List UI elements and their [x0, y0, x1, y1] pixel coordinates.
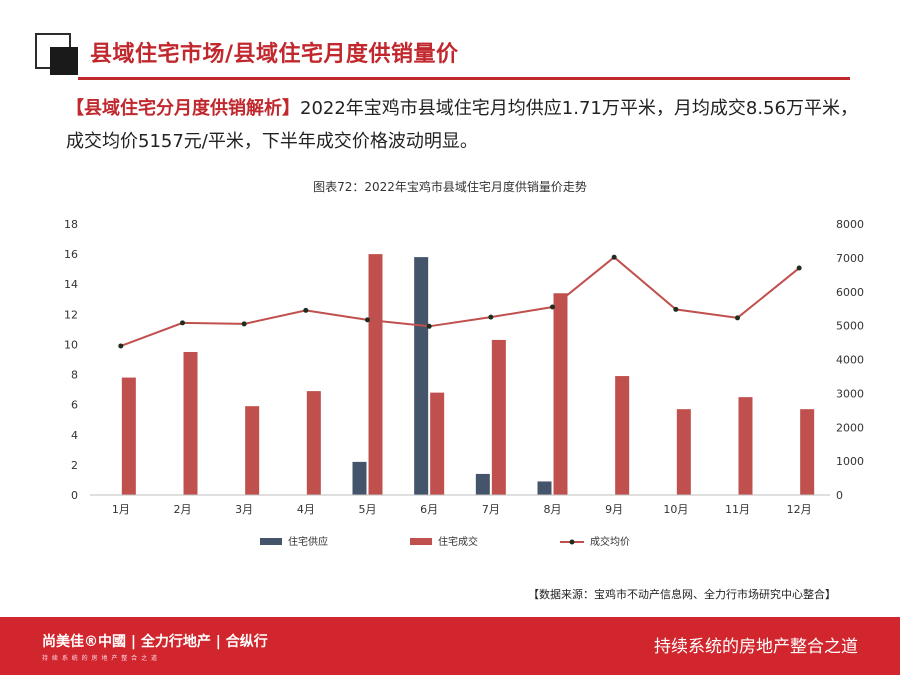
legend-label-sales: 住宅成交 — [438, 535, 478, 548]
bars — [121, 254, 815, 495]
right-axis-tick-label: 8000 — [836, 218, 864, 231]
bar-sales — [738, 397, 753, 495]
footer-brand-subtitle: 持 续 系 统 的 房 地 产 整 合 之 道 — [42, 655, 158, 662]
x-axis-tick-label: 8月 — [544, 503, 562, 516]
price-point — [673, 306, 679, 312]
right-axis-tick-label: 0 — [836, 489, 843, 502]
bar-sales — [430, 392, 445, 495]
legend-swatch-sales — [410, 538, 432, 545]
x-axis: 1月 2月 3月 4月 5月 6月 7月 8月 9月 10月 11月 12月 — [90, 494, 830, 516]
right-axis-tick-label: 3000 — [836, 387, 864, 400]
price-point — [426, 323, 432, 329]
x-axis-tick-label: 2月 — [174, 503, 192, 516]
right-axis-tick-label: 2000 — [836, 421, 864, 434]
footer-slogan: 持续系统的房地产整合之道 — [654, 637, 858, 657]
price-point — [241, 321, 247, 327]
left-axis-tick-label: 8 — [71, 369, 78, 382]
bar-sales — [306, 391, 321, 495]
left-axis-tick-label: 12 — [64, 308, 78, 321]
legend-label-price: 成交均价 — [590, 535, 630, 548]
bar-sales — [800, 409, 815, 495]
bar-sales — [121, 377, 136, 495]
legend-marker-price — [569, 539, 575, 545]
bar-sales — [245, 406, 260, 495]
price-point — [365, 317, 370, 323]
price-point — [180, 320, 185, 326]
right-axis: 0 1000 2000 3000 4000 5000 6000 7000 8000 — [836, 218, 864, 502]
x-axis-tick-label: 11月 — [725, 503, 750, 516]
price-point — [118, 343, 124, 349]
x-axis-tick-label: 1月 — [112, 503, 130, 516]
bar-sales — [368, 254, 383, 495]
left-axis-tick-label: 6 — [71, 399, 78, 412]
summary-text: 2022年宝鸡市县域住宅月均供应1.71万平米，月均成交8.56万平米，成交均价… — [66, 98, 858, 152]
price-line — [118, 254, 802, 349]
left-axis-tick-label: 10 — [64, 338, 78, 351]
x-axis-tick-label: 6月 — [420, 503, 438, 516]
x-axis-tick-label: 7月 — [482, 503, 500, 516]
bar-sales — [183, 351, 198, 495]
right-axis-tick-label: 6000 — [836, 286, 864, 299]
legend: 住宅供应 住宅成交 成交均价 — [260, 535, 630, 548]
price-point — [303, 307, 309, 313]
x-axis-tick-label: 5月 — [359, 503, 377, 516]
price-point — [611, 254, 617, 260]
price-point — [488, 314, 494, 320]
left-axis-tick-label: 4 — [71, 429, 78, 442]
x-axis-tick-label: 3月 — [235, 503, 253, 516]
bar-supply — [537, 481, 552, 495]
bar-sales — [615, 376, 630, 495]
x-axis-tick-label: 10月 — [663, 503, 688, 516]
bar-sales — [676, 409, 691, 495]
header-divider — [78, 77, 850, 80]
data-source-note: 【数据来源：宝鸡市不动产信息网、全力行市场研究中心整合】 — [528, 588, 836, 601]
price-line-path — [120, 255, 800, 347]
header-logo-square-fill — [50, 47, 78, 75]
right-axis-tick-label: 7000 — [836, 252, 864, 265]
page-title: 县域住宅市场/县域住宅月度供销量价 — [90, 42, 459, 67]
legend-label-supply: 住宅供应 — [288, 535, 328, 548]
price-point — [735, 315, 740, 321]
left-axis-tick-label: 0 — [71, 489, 78, 502]
bar-supply — [475, 473, 490, 495]
x-axis-tick-label: 4月 — [297, 503, 315, 516]
left-axis-tick-label: 16 — [64, 248, 78, 261]
price-point — [796, 265, 802, 271]
right-axis-tick-label: 5000 — [836, 320, 864, 333]
bar-supply — [414, 257, 429, 495]
right-axis-tick-label: 1000 — [836, 455, 864, 468]
left-axis-tick-label: 2 — [71, 459, 78, 472]
left-axis: 0 2 4 6 8 10 12 14 16 18 — [64, 218, 78, 502]
footer-bar — [0, 617, 900, 675]
x-axis-tick-label: 12月 — [787, 503, 812, 516]
x-axis-tick-label: 9月 — [605, 503, 623, 516]
right-axis-tick-label: 4000 — [836, 354, 864, 367]
summary-highlight: 【县域住宅分月度供销解析】 — [66, 98, 300, 119]
footer-brand: 尚美佳®中國 | 全力行地产 | 合纵行 — [42, 634, 268, 650]
summary-paragraph: 【县域住宅分月度供销解析】2022年宝鸡市县域住宅月均供应1.71万平米，月均成… — [66, 92, 866, 158]
bar-supply — [352, 461, 367, 495]
bar-sales — [491, 339, 506, 495]
left-axis-tick-label: 18 — [64, 218, 78, 231]
bar-sales — [553, 293, 568, 495]
legend-swatch-supply — [260, 538, 282, 545]
price-point — [550, 304, 555, 310]
chart-title: 图表72：2022年宝鸡市县域住宅月度供销量价走势 — [313, 180, 587, 194]
left-axis-tick-label: 14 — [64, 278, 78, 291]
